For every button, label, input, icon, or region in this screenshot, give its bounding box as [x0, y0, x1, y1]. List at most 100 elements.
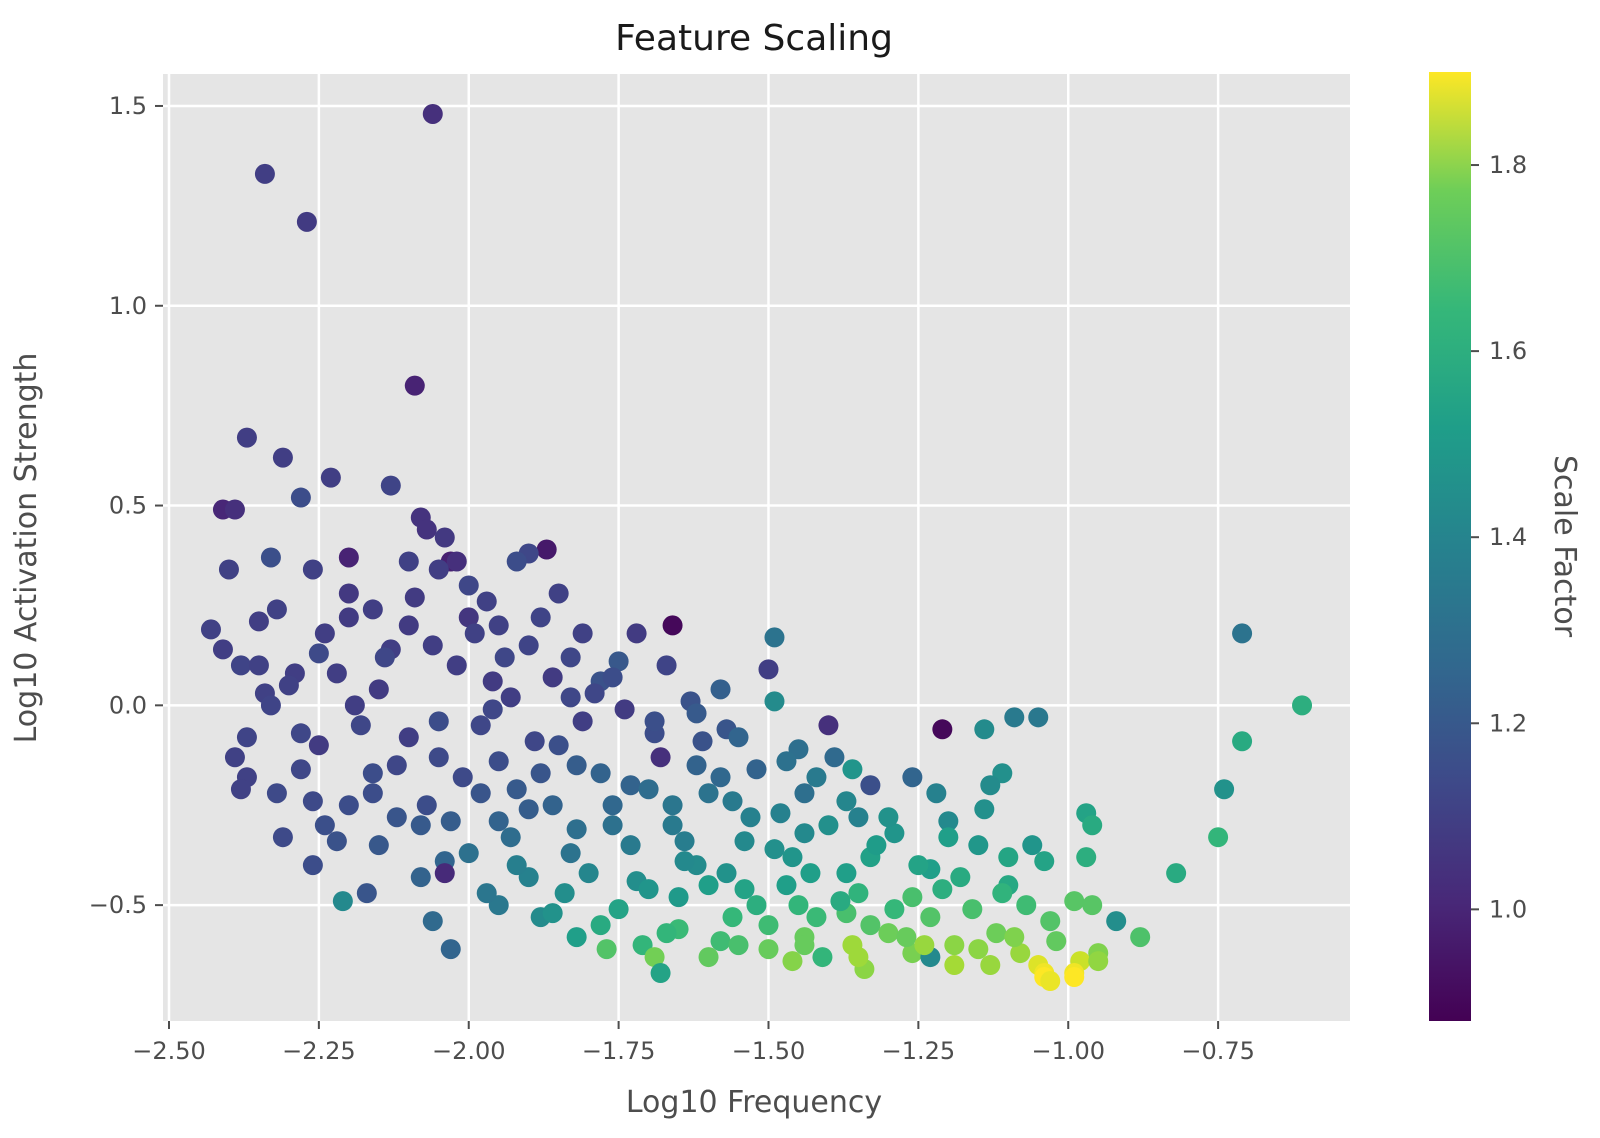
- scatter-point: [1064, 967, 1085, 988]
- scatter-point: [986, 923, 1007, 944]
- scatter-point: [734, 831, 755, 852]
- scatter-point: [428, 747, 449, 768]
- scatter-point: [500, 687, 521, 708]
- scatter-point: [1214, 779, 1235, 800]
- scatter-point: [698, 875, 719, 896]
- scatter-point: [398, 551, 419, 572]
- scatter-point: [332, 891, 353, 912]
- scatter-point: [722, 907, 743, 928]
- scatter-point: [878, 923, 899, 944]
- scatter-point: [884, 823, 905, 844]
- scatter-point: [452, 767, 473, 788]
- scatter-point: [236, 427, 257, 448]
- scatter-point: [914, 935, 935, 956]
- scatter-points: [200, 103, 1313, 992]
- scatter-point: [230, 779, 251, 800]
- scatter-point: [962, 899, 983, 920]
- scatter-point: [806, 767, 827, 788]
- scatter-point: [896, 927, 917, 948]
- scatter-point: [860, 915, 881, 936]
- scatter-point: [572, 623, 593, 644]
- scatter-point: [692, 731, 713, 752]
- scatter-point: [1040, 971, 1061, 992]
- scatter-point: [506, 855, 527, 876]
- x-tick-label: −1.25: [882, 1037, 956, 1065]
- scatter-point: [728, 727, 749, 748]
- scatter-point: [1040, 911, 1061, 932]
- colorbar-label: Scale Factor: [1547, 455, 1582, 638]
- scatter-point: [560, 843, 581, 864]
- scatter-point: [902, 887, 923, 908]
- scatter-point: [302, 791, 323, 812]
- scatter-point: [590, 915, 611, 936]
- x-tick-label: −2.25: [282, 1037, 356, 1065]
- scatter-point: [848, 883, 869, 904]
- y-axis-label: Log10 Activation Strength: [9, 353, 44, 744]
- scatter-point: [596, 939, 617, 960]
- scatter-point: [572, 711, 593, 732]
- scatter-point: [542, 667, 563, 688]
- scatter-point: [1028, 707, 1049, 728]
- scatter-point: [638, 879, 659, 900]
- scatter-point: [908, 855, 929, 876]
- scatter-point: [296, 211, 317, 232]
- scatter-point: [1010, 943, 1031, 964]
- scatter-point: [494, 647, 515, 668]
- scatter-point: [1064, 891, 1085, 912]
- scatter-point: [830, 891, 851, 912]
- scatter-point: [746, 759, 767, 780]
- scatter-point: [698, 783, 719, 804]
- scatter-point: [524, 731, 545, 752]
- scatter-point: [488, 811, 509, 832]
- scatter-point: [932, 719, 953, 740]
- scatter-point: [218, 559, 239, 580]
- scatter-point: [482, 699, 503, 720]
- x-axis-label: Log10 Frequency: [626, 1085, 882, 1120]
- scatter-point: [842, 759, 863, 780]
- scatter-point: [566, 755, 587, 776]
- scatter-point: [266, 783, 287, 804]
- scatter-point: [272, 827, 293, 848]
- scatter-point: [860, 775, 881, 796]
- x-axis-ticks: −2.50 −2.25 −2.00 −1.75 −1.50 −1.25 −1.00 −0.75: [132, 1021, 1255, 1065]
- scatter-point: [884, 899, 905, 920]
- scatter-point: [398, 615, 419, 636]
- scatter-point: [416, 795, 437, 816]
- y-tick-label: −0.5: [89, 891, 147, 919]
- scatter-point: [782, 847, 803, 868]
- scatter-point: [368, 679, 389, 700]
- scatter-point: [716, 863, 737, 884]
- scatter-point: [338, 547, 359, 568]
- scatter-point: [638, 779, 659, 800]
- scatter-point: [488, 615, 509, 636]
- y-axis-ticks: −0.5 0.0 0.5 1.0 1.5: [89, 92, 163, 919]
- scatter-point: [782, 951, 803, 972]
- scatter-point: [428, 559, 449, 580]
- y-tick-label: 0.5: [109, 492, 147, 520]
- scatter-point: [338, 607, 359, 628]
- scatter-point: [764, 691, 785, 712]
- scatter-point: [470, 783, 491, 804]
- plot-area: [163, 74, 1350, 1021]
- scatter-point: [422, 635, 443, 656]
- scatter-point: [1208, 827, 1229, 848]
- scatter-point: [902, 767, 923, 788]
- scatter-point: [650, 963, 671, 984]
- scatter-point: [458, 575, 479, 596]
- scatter-point: [434, 863, 455, 884]
- scatter-point: [326, 663, 347, 684]
- scatter-point: [266, 599, 287, 620]
- scatter-point: [428, 711, 449, 732]
- scatter-point: [1106, 911, 1127, 932]
- colorbar: [1429, 72, 1471, 1021]
- chart-title: Feature Scaling: [615, 18, 893, 59]
- scatter-point: [440, 811, 461, 832]
- scatter-point: [788, 895, 809, 916]
- scatter-point: [1046, 931, 1067, 952]
- scatter-point: [386, 755, 407, 776]
- scatter-point: [410, 815, 431, 836]
- scatter-point: [398, 727, 419, 748]
- scatter-point: [500, 827, 521, 848]
